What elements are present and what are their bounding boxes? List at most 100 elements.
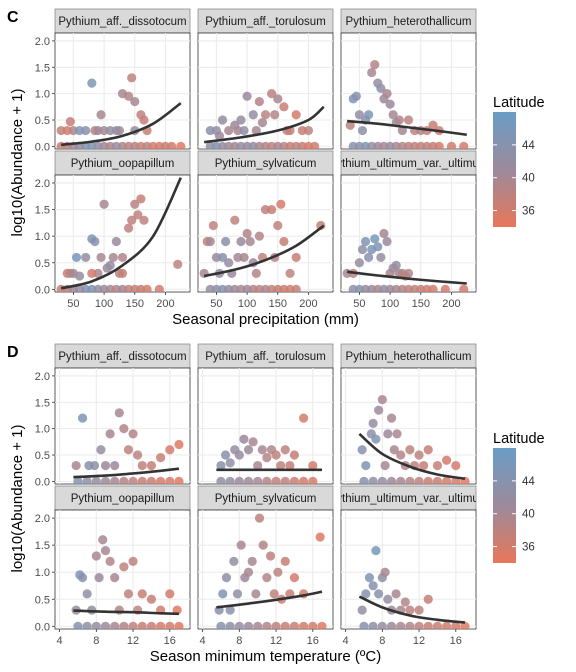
data-point	[137, 621, 147, 629]
data-point	[271, 621, 281, 629]
data-point	[291, 252, 301, 263]
data-point	[156, 453, 166, 463]
data-point	[396, 450, 406, 460]
x-tick-label: 200	[442, 298, 460, 310]
x-axis-title: Seasonal precipitation (mm)	[172, 311, 359, 328]
data-point	[368, 418, 378, 428]
data-point	[142, 284, 152, 292]
facet: Pythium_aff._torulosum	[197, 343, 334, 485]
data-point	[176, 141, 186, 149]
data-point	[82, 589, 92, 599]
x-tick-label: 200	[299, 298, 317, 310]
data-point	[262, 621, 272, 629]
data-point	[100, 545, 111, 556]
data-point	[405, 445, 415, 455]
x-tick-label: 50	[210, 298, 222, 310]
data-point	[280, 476, 290, 484]
data-point	[243, 445, 254, 455]
data-point	[217, 115, 228, 125]
panel-c: C Pythium_aff._dissotocum0.00.51.01.52.0P…	[7, 8, 477, 328]
data-point	[117, 252, 128, 263]
y-tick-label: 1.0	[35, 231, 50, 243]
data-point	[146, 621, 157, 629]
facet-strip	[340, 150, 477, 176]
data-point	[239, 125, 249, 136]
facet-title: Pythium_heterothallicum	[346, 351, 472, 363]
data-point	[451, 460, 461, 471]
data-point	[91, 621, 101, 629]
data-point	[174, 476, 184, 484]
data-point	[279, 236, 289, 247]
data-point	[379, 228, 389, 239]
data-point	[87, 78, 97, 88]
data-point	[382, 236, 392, 247]
facet-title: Pythium_heterothallicum	[346, 16, 472, 28]
facet-title: Pythium_aff._dissotocum	[58, 16, 186, 28]
data-point	[254, 96, 264, 107]
data-point	[247, 556, 257, 566]
facet-strip	[197, 485, 334, 511]
data-point	[414, 621, 424, 629]
data-point	[269, 589, 279, 599]
legend-title: Latitude	[493, 431, 545, 447]
legend-tick-label: 44	[522, 140, 535, 152]
facet: Pythium_sylvaticum 4 8 12 16	[197, 485, 334, 647]
data-point	[165, 621, 175, 629]
data-point	[374, 405, 384, 415]
data-point	[251, 268, 261, 278]
trend-line	[358, 595, 466, 624]
x-tick-label: 100	[95, 298, 113, 310]
points	[199, 199, 326, 292]
data-point	[130, 96, 140, 107]
data-point	[357, 445, 367, 455]
data-point	[81, 252, 91, 263]
points	[216, 413, 318, 484]
data-point	[119, 476, 129, 484]
x-tick-label: 16	[164, 635, 176, 647]
data-point	[243, 567, 254, 577]
trend-line	[73, 609, 180, 616]
data-point	[396, 476, 406, 484]
data-point	[225, 605, 235, 615]
data-point	[165, 445, 175, 455]
data-point	[396, 621, 406, 629]
data-point	[128, 556, 138, 566]
data-point	[285, 460, 295, 471]
data-point	[273, 220, 283, 231]
data-point	[229, 556, 239, 566]
data-point	[225, 458, 235, 468]
trend-line	[347, 119, 467, 137]
data-point	[386, 413, 397, 423]
data-point	[165, 476, 175, 484]
data-point	[146, 594, 157, 604]
data-point	[423, 476, 433, 484]
panel-label: C	[7, 9, 19, 26]
data-point	[271, 476, 281, 484]
data-point	[397, 125, 407, 136]
data-point	[428, 284, 438, 292]
data-point	[172, 605, 182, 615]
y-axis-title: log10(Abundance + 1)	[9, 88, 26, 236]
data-point	[234, 450, 244, 460]
data-point	[361, 589, 371, 599]
data-point	[391, 589, 401, 599]
y-tick-label: 1.0	[35, 424, 50, 436]
legend-tick-label: 40	[522, 173, 535, 185]
data-point	[105, 429, 115, 439]
data-point	[236, 540, 246, 550]
data-point	[243, 621, 254, 629]
data-point	[403, 268, 414, 278]
legend-colorbar	[493, 112, 516, 227]
facet-title: Pythium_aff._dissotocum	[58, 351, 186, 363]
data-point	[254, 231, 264, 241]
data-point	[380, 460, 390, 471]
data-point	[371, 434, 381, 444]
data-point	[351, 91, 361, 101]
data-point	[276, 460, 286, 471]
data-point	[127, 215, 137, 225]
data-point	[357, 125, 368, 136]
y-axis-title: log10(Abundance + 1)	[9, 424, 26, 572]
data-point	[137, 589, 147, 599]
trend-line	[61, 102, 182, 147]
